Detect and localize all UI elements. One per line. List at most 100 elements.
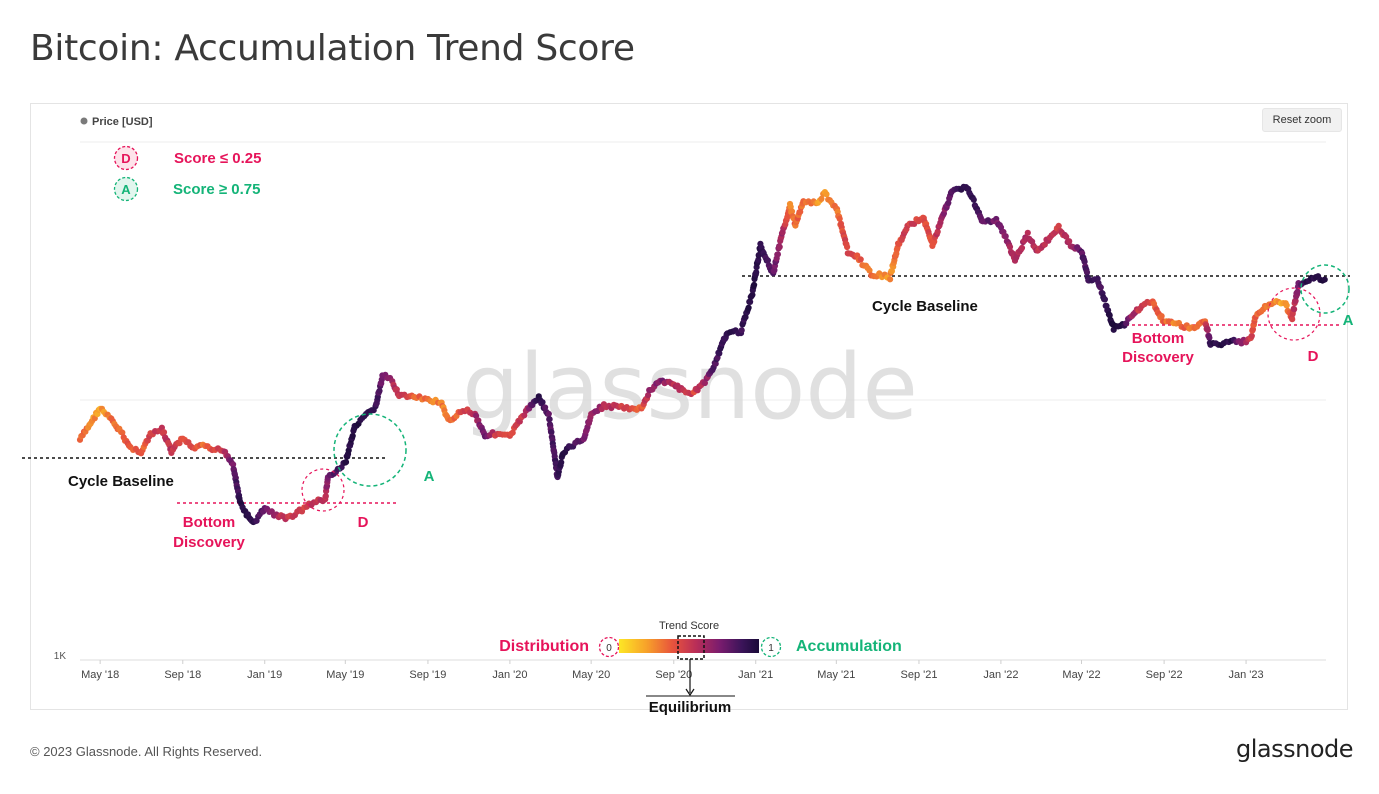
price-point[interactable] <box>970 196 977 203</box>
price-point[interactable] <box>738 327 745 334</box>
x-tick-label: May '19 <box>326 669 364 681</box>
price-point[interactable] <box>1063 233 1070 240</box>
price-point[interactable] <box>1081 258 1088 265</box>
price-point[interactable] <box>776 243 783 251</box>
x-tick-label: Jan '23 <box>1229 669 1264 681</box>
price-point[interactable] <box>1006 243 1014 251</box>
score-min-label: 0 <box>606 643 612 654</box>
price-point[interactable] <box>755 256 762 263</box>
price-point[interactable] <box>887 276 894 283</box>
x-tick-label: Jan '22 <box>983 669 1018 681</box>
price-point[interactable] <box>857 256 864 263</box>
price-point[interactable] <box>764 257 772 264</box>
price-point[interactable] <box>509 429 516 436</box>
price-point[interactable] <box>1291 306 1298 313</box>
x-tick-label: Sep '18 <box>164 669 201 681</box>
x-tick-label: May '22 <box>1062 669 1100 681</box>
price-point[interactable] <box>823 191 830 198</box>
price-point[interactable] <box>548 429 555 436</box>
price-point[interactable] <box>1289 316 1296 323</box>
a-label-2: A <box>1343 312 1354 329</box>
legend-price-label[interactable]: Price [USD] <box>92 116 153 128</box>
a-badge-letter: A <box>121 182 131 197</box>
price-point[interactable] <box>747 298 754 305</box>
price-point[interactable] <box>934 228 941 235</box>
price-point[interactable] <box>1248 332 1255 339</box>
a-label-1: A <box>424 468 435 485</box>
price-point[interactable] <box>836 215 843 222</box>
price-point[interactable] <box>1292 297 1299 305</box>
price-point[interactable] <box>1283 302 1290 309</box>
page-title: Bitcoin: Accumulation Trend Score <box>30 28 635 69</box>
price-point[interactable] <box>1083 269 1091 276</box>
price-point[interactable] <box>866 267 873 274</box>
chart-frame <box>30 103 1348 710</box>
bottom-discovery-label-1a: Bottom <box>183 514 236 531</box>
watermark: glassnode <box>462 335 918 440</box>
price-point[interactable] <box>716 350 723 357</box>
a-badge <box>113 176 139 202</box>
score-max-badge <box>760 636 782 658</box>
price-point[interactable] <box>745 304 752 311</box>
footer-logo[interactable]: glassnode <box>1236 735 1354 763</box>
price-point[interactable] <box>645 392 652 399</box>
price-point[interactable] <box>349 432 356 440</box>
price-point[interactable] <box>546 416 553 423</box>
x-tick-label: Sep '19 <box>409 669 446 681</box>
price-point[interactable] <box>1294 288 1301 295</box>
price-point[interactable] <box>818 195 825 202</box>
bottom-discovery-label-2b: Discovery <box>1122 349 1194 366</box>
price-point[interactable] <box>1097 284 1104 291</box>
price-point[interactable] <box>1204 327 1211 334</box>
price-point[interactable] <box>1106 312 1113 319</box>
price-point[interactable] <box>1024 229 1031 236</box>
price-point[interactable] <box>1321 276 1328 283</box>
price-point[interactable] <box>322 493 329 500</box>
footer-copyright: © 2023 Glassnode. All Rights Reserved. <box>30 744 263 759</box>
price-point[interactable] <box>1018 244 1026 251</box>
x-tick-label: Jan '19 <box>247 669 282 681</box>
price-point[interactable] <box>345 447 352 454</box>
price-point[interactable] <box>774 251 782 258</box>
price-point[interactable] <box>753 269 760 276</box>
x-tick-label: Sep '22 <box>1146 669 1183 681</box>
price-point[interactable] <box>558 459 565 466</box>
x-tick-label: May '21 <box>817 669 855 681</box>
price-point[interactable] <box>1066 238 1073 245</box>
y-tick-label: 1K <box>54 651 67 662</box>
price-point[interactable] <box>749 291 756 298</box>
x-tick-label: Sep '20 <box>655 669 692 681</box>
d-badge <box>113 145 139 171</box>
price-point[interactable] <box>788 208 796 215</box>
price-point[interactable] <box>545 410 552 417</box>
cycle-baseline-label-1: Cycle Baseline <box>68 473 174 490</box>
a-circle-2 <box>1300 264 1350 314</box>
equilibrium-box <box>677 635 705 660</box>
bottom-discovery-label-2a: Bottom <box>1132 330 1185 347</box>
d-label-1: D <box>358 514 369 531</box>
price-point[interactable] <box>119 429 126 436</box>
bottom-discovery-label-1b: Discovery <box>173 534 245 551</box>
price-point[interactable] <box>1101 296 1108 303</box>
price-point[interactable] <box>160 429 168 436</box>
equilibrium-label: Equilibrium <box>649 699 732 716</box>
reset-zoom-button[interactable]: Reset zoom <box>1262 108 1342 132</box>
price-point[interactable] <box>1206 334 1213 341</box>
price-point[interactable] <box>539 399 546 406</box>
d-label-2: D <box>1308 348 1319 365</box>
d-badge-letter: D <box>121 151 130 166</box>
price-point[interactable] <box>1002 233 1009 240</box>
x-tick-label: Sep '21 <box>901 669 938 681</box>
price-point[interactable] <box>701 379 709 387</box>
price-point[interactable] <box>844 243 851 251</box>
price-point[interactable] <box>342 459 350 466</box>
price-point[interactable] <box>473 412 480 419</box>
price-point[interactable] <box>751 281 758 288</box>
price-point[interactable] <box>1055 222 1062 229</box>
legend-price-dot <box>80 117 88 125</box>
price-point[interactable] <box>1158 313 1165 320</box>
price-point[interactable] <box>376 387 383 394</box>
price-point[interactable] <box>230 461 237 468</box>
trend-score-title: Trend Score <box>659 620 719 632</box>
